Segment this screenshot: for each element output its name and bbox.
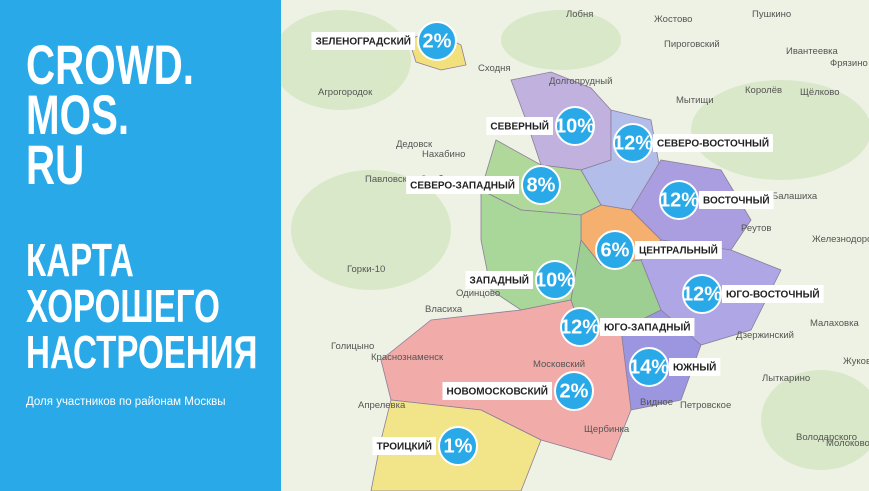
share-bubble — [560, 307, 600, 347]
share-bubble — [595, 230, 635, 270]
place-label: Балашиха — [772, 191, 818, 202]
district-label: СЕВЕРО-ВОСТОЧНЫЙ — [657, 137, 769, 150]
share-value: 10% — [555, 115, 595, 137]
share-bubble — [535, 260, 575, 300]
share-bubble — [629, 347, 669, 387]
place-label: Реутов — [741, 223, 771, 234]
place-label: Королёв — [745, 85, 782, 96]
district-labels: ЗЕЛЕНОГРАДСКИЙ 2% СЕВЕРНЫЙ 10% СЕВЕРО-ВОСТОЧ… — [311, 21, 824, 466]
district-label: ЦЕНТРАЛЬНЫЙ — [639, 244, 718, 257]
title-line: КАРТА — [26, 234, 134, 286]
place-label: Пироговский — [664, 39, 720, 50]
district-label: ЮГО-ВОСТОЧНЫЙ — [726, 288, 820, 301]
place-label: Жостово — [654, 14, 692, 25]
share-value: 10% — [535, 269, 575, 291]
district-label: СЕВЕРНЫЙ — [490, 120, 549, 133]
place-label: Дзержинский — [736, 330, 794, 341]
place-label: Жуковский — [843, 356, 869, 367]
place-label: Пушкино — [752, 9, 791, 20]
place-label: Молоково — [826, 438, 869, 449]
side-panel: CROWD. MOS. RU КАРТА ХОРОШЕГО НАСТРОЕНИЯ… — [0, 0, 281, 491]
place-label: Нахабино — [422, 149, 465, 160]
place-label: Видное — [640, 397, 673, 408]
place-label: Фрязино — [830, 58, 868, 69]
district-label-box — [465, 271, 533, 289]
share-bubble — [417, 21, 457, 61]
district-label: ЗАПАДНЫЙ — [470, 274, 529, 287]
district-label: СЕВЕРО-ЗАПАДНЫЙ — [410, 179, 515, 192]
share-bubble — [438, 426, 478, 466]
share-value: 12% — [560, 316, 600, 338]
place-label: Московский — [533, 359, 585, 370]
place-label: Долгопрудный — [549, 76, 612, 87]
district-label-box — [653, 134, 774, 152]
place-labels: Лобня Жостово Пушкино Пироговский Ивантеевка… — [318, 9, 869, 449]
district-label: НОВОМОСКОВСКИЙ — [446, 385, 548, 398]
subtitle: Доля участников по районам Москвы — [26, 396, 226, 408]
place-label: Володарского — [796, 432, 857, 443]
share-bubble — [555, 106, 595, 146]
district-label: ЮЖНЫЙ — [673, 361, 716, 374]
share-value: 2% — [423, 30, 452, 52]
place-label: Малаховка — [810, 318, 859, 329]
district-label-box — [406, 176, 519, 194]
district-label: ВОСТОЧНЫЙ — [703, 194, 770, 207]
share-value: 12% — [613, 132, 653, 154]
share-value: 12% — [682, 283, 722, 305]
place-label: Лыткарино — [762, 373, 810, 384]
place-label: Лобня — [566, 9, 593, 20]
share-value: 1% — [444, 435, 473, 457]
district-label-box — [635, 241, 722, 259]
brand-line: RU — [26, 133, 85, 196]
place-label: Апрелевка — [358, 400, 406, 411]
brand-line: CROWD. — [26, 33, 194, 96]
place-label: Голицыно — [331, 341, 374, 352]
place-label: Горки-10 — [347, 264, 385, 275]
place-label: Власиха — [425, 304, 463, 315]
share-value: 8% — [527, 174, 556, 196]
place-label: Одинцово — [456, 288, 500, 299]
district-label-box — [442, 382, 552, 400]
map: Лобня Жостово Пушкино Пироговский Ивантеевка… — [281, 0, 869, 491]
district-label-box — [372, 437, 436, 455]
district-label: ЮГО-ЗАПАДНЫЙ — [604, 321, 690, 334]
place-label: Сходня — [478, 63, 511, 74]
district-label-box — [311, 32, 415, 50]
place-label: Железнодорожный — [812, 234, 869, 245]
district-label-box — [600, 318, 695, 336]
place-label: Агрогородок — [318, 87, 373, 98]
district-label: ТРОИЦКИЙ — [377, 440, 432, 453]
place-label: Дедовск — [396, 139, 433, 150]
title-line: НАСТРОЕНИЯ — [26, 326, 258, 378]
district-label-box — [486, 117, 553, 135]
brand-line: MOS. — [26, 83, 130, 146]
place-label: Щёлково — [800, 87, 840, 98]
share-bubble — [659, 180, 699, 220]
district-label-box — [722, 285, 824, 303]
place-label: Щербинка — [584, 424, 630, 435]
title-line: ХОРОШЕГО — [26, 280, 220, 332]
place-label: Краснознаменск — [371, 352, 444, 363]
share-value: 12% — [659, 189, 699, 211]
district-label-box — [699, 191, 774, 209]
place-label: Петровское — [680, 400, 731, 411]
share-bubble — [613, 123, 653, 163]
share-bubble — [521, 165, 561, 205]
place-label: Мытищи — [676, 95, 714, 106]
district-label: ЗЕЛЕНОГРАДСКИЙ — [316, 35, 412, 48]
share-bubble — [682, 274, 722, 314]
share-value: 2% — [560, 380, 589, 402]
share-value: 6% — [601, 239, 630, 261]
share-bubble — [554, 371, 594, 411]
place-label: Ивантеевка — [786, 46, 839, 57]
district-label-box — [669, 358, 721, 376]
share-value: 14% — [629, 356, 669, 378]
